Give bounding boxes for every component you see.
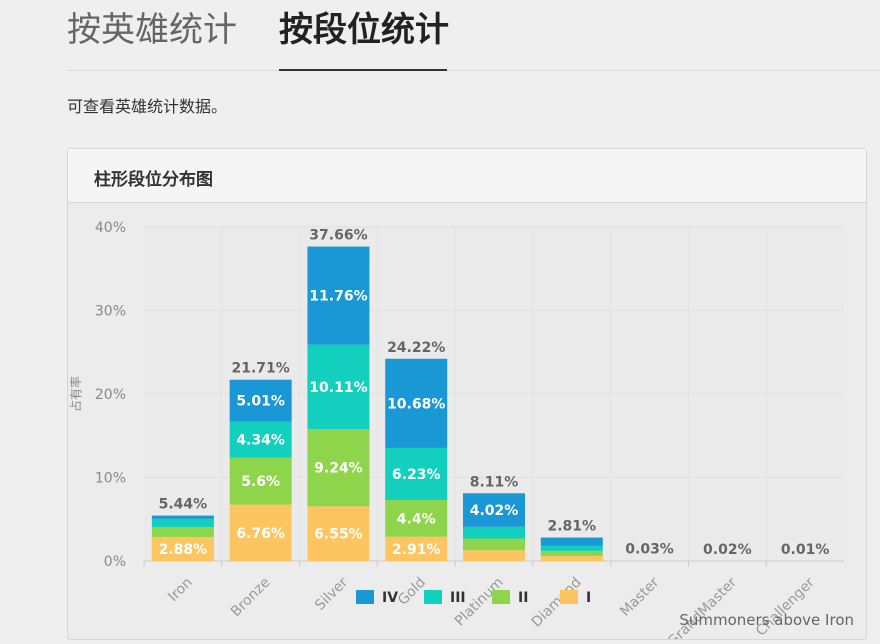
bar-segment[interactable] — [151, 527, 214, 537]
segment-value-label: 2.91% — [392, 542, 441, 558]
segment-value-label: 10.11% — [309, 380, 367, 396]
total-value-label: 37.66% — [309, 228, 367, 244]
bar-segment[interactable] — [540, 555, 603, 561]
x-category-label: Iron — [165, 575, 195, 605]
bar-segment[interactable] — [463, 493, 525, 527]
bar-segment[interactable] — [463, 538, 525, 551]
chart-annotation: Summoners above Iron — [679, 611, 854, 629]
segment-value-label: 6.76% — [236, 526, 285, 542]
segment-value-label: 5.01% — [236, 394, 285, 410]
bar-segment[interactable] — [307, 506, 370, 561]
bar-segment[interactable] — [385, 499, 448, 537]
total-value-label: 24.22% — [387, 340, 445, 356]
bar-segment[interactable] — [540, 537, 603, 546]
total-value-label: 8.11% — [470, 474, 519, 490]
bar-segment[interactable] — [463, 526, 525, 539]
legend-label[interactable]: I — [586, 590, 591, 606]
bar-segment[interactable] — [229, 504, 292, 561]
active-tab-underline — [279, 69, 447, 71]
y-axis-title: 占有率 — [68, 376, 83, 412]
y-tick-label: 30% — [95, 304, 126, 320]
y-tick-label: 10% — [95, 471, 126, 487]
total-value-label: 0.01% — [781, 542, 830, 558]
x-category-label: Gold — [395, 575, 429, 609]
bar-segment[interactable] — [463, 550, 525, 561]
segment-value-label: 6.55% — [314, 527, 363, 543]
bar-segment[interactable] — [151, 518, 214, 528]
segment-value-label: 11.76% — [309, 289, 367, 305]
segment-value-label: 4.34% — [236, 433, 285, 449]
bar-segment[interactable] — [307, 246, 370, 345]
chart-card: 柱形段位分布图 0% 10% 20% 30% 40% 占有率 2.88% 5.44% Iron 6… — [67, 148, 867, 640]
legend-label[interactable]: III — [450, 590, 466, 606]
bar-segment[interactable] — [151, 515, 214, 519]
x-category-label: GrandMaster — [665, 574, 741, 639]
bar-segment[interactable] — [229, 457, 292, 505]
segment-value-label: 2.88% — [159, 542, 208, 558]
legend-swatch[interactable] — [356, 590, 374, 604]
rank-distribution-chart: 0% 10% 20% 30% 40% 占有率 2.88% 5.44% Iron 6.76% 5.6%… — [68, 220, 854, 639]
bar-segment[interactable] — [307, 429, 370, 507]
bar-segment[interactable] — [540, 550, 603, 556]
x-category-label: Challenger — [753, 574, 818, 639]
legend-label[interactable]: IV — [382, 590, 398, 606]
legend-swatch[interactable] — [492, 590, 510, 604]
total-value-label: 0.02% — [703, 542, 752, 558]
total-value-label: 2.81% — [547, 519, 596, 535]
segment-value-label: 4.02% — [470, 503, 519, 519]
total-value-label: 0.03% — [625, 542, 674, 558]
y-tick-label: 20% — [95, 387, 126, 403]
segment-value-label: 10.68% — [387, 396, 445, 412]
bar-segment[interactable] — [385, 536, 448, 561]
bar-segment[interactable] — [229, 379, 292, 422]
bar-segment[interactable] — [151, 536, 214, 561]
total-value-label: 5.44% — [159, 497, 208, 513]
card-title: 柱形段位分布图 — [94, 170, 213, 190]
legend-label[interactable]: II — [518, 590, 528, 606]
x-category-label: Bronze — [228, 575, 274, 621]
segment-value-label: 4.4% — [397, 511, 436, 527]
segment-value-label: 6.23% — [392, 467, 441, 483]
x-category-label: Silver — [312, 574, 351, 613]
segment-value-label: 5.6% — [241, 474, 280, 490]
hint-text: 可查看英雄统计数据。 — [67, 97, 228, 116]
legend-swatch[interactable] — [424, 590, 442, 604]
bar-segment[interactable] — [229, 421, 292, 458]
bar-segment[interactable] — [385, 358, 448, 448]
y-tick-label: 40% — [95, 220, 126, 236]
bar-segment[interactable] — [540, 545, 603, 551]
tab-bar: 按英雄统计 按段位统计 — [67, 0, 880, 71]
card-header: 柱形段位分布图 — [68, 149, 866, 203]
total-value-label: 21.71% — [232, 361, 290, 377]
bar-segment[interactable] — [385, 447, 448, 500]
y-tick-label: 0% — [104, 554, 126, 570]
segment-value-label: 9.24% — [314, 461, 363, 477]
x-category-label: Master — [617, 574, 662, 619]
tab-by-hero[interactable]: 按英雄统计 — [67, 10, 237, 50]
tab-by-rank[interactable]: 按段位统计 — [279, 10, 449, 50]
legend-swatch[interactable] — [560, 590, 578, 604]
bar-segment[interactable] — [307, 344, 370, 430]
